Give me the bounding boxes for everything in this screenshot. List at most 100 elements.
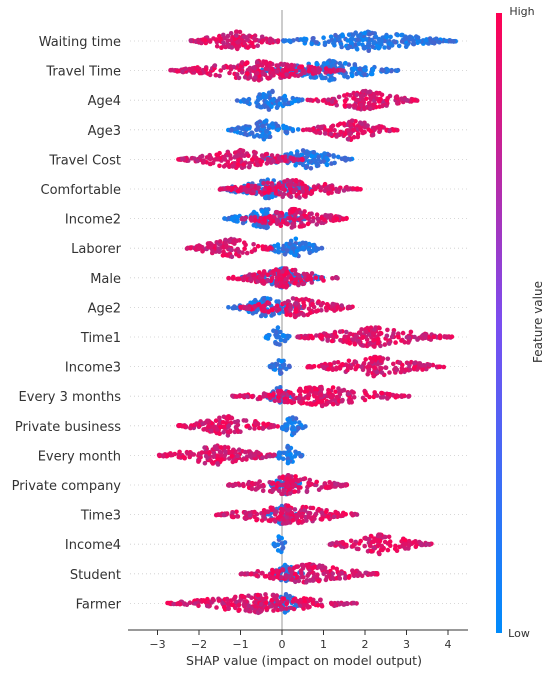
shap-point [230,510,235,516]
shap-point [375,538,381,543]
shap-point [166,600,172,606]
shap-point [355,37,360,42]
shap-point [245,37,250,42]
shap-point [358,120,363,125]
shap-point [242,274,248,280]
shap-point [227,450,233,455]
shap-point [302,36,307,42]
shap-point [340,216,346,222]
shap-point [346,391,351,397]
shap-point [243,516,248,521]
shap-point [290,415,296,420]
shap-point [302,303,307,308]
shap-point [323,402,329,407]
shap-point [314,161,320,167]
shap-point [276,249,281,254]
shap-point [226,429,232,435]
shap-point [229,453,235,459]
shap-point [264,118,269,123]
shap-point [348,40,354,45]
shap-point [270,98,276,103]
shap-point [319,517,325,522]
shap-point [297,195,302,200]
shap-point [252,420,258,426]
shap-point [242,217,248,222]
shap-point [236,602,242,608]
shap-point [214,37,219,42]
shap-point [208,244,214,249]
shap-point [266,453,272,459]
shap-point [305,150,310,156]
shap-point [275,123,281,129]
shap-point [366,90,371,95]
shap-point [290,296,296,301]
shap-point [389,334,395,340]
shap-point [252,297,258,303]
shap-point [334,541,340,546]
shap-point [305,277,310,282]
shap-point [271,268,276,274]
shap-point [287,574,292,580]
shap-point [405,98,410,103]
shap-point [313,390,319,396]
shap-point [260,244,265,249]
shap-point [184,602,190,607]
shap-point [351,390,356,395]
shap-point [377,325,382,331]
shap-point [285,476,290,482]
shap-point [287,399,293,404]
shap-point [347,131,353,137]
shap-point [276,398,282,404]
shap-point [369,71,375,77]
shap-point [310,565,316,571]
shap-point [342,61,348,66]
shap-point [364,329,369,335]
shap-point [207,450,212,455]
shap-point [217,187,223,192]
shap-point [380,103,385,109]
shap-point [255,124,261,130]
shap-point [183,66,188,72]
shap-point [371,373,377,379]
shap-point [262,270,267,275]
shap-point [287,566,293,571]
shap-point [257,119,263,124]
shap-point [218,36,223,41]
shap-point [385,547,391,553]
shap-point [424,542,430,547]
shap-point [294,477,300,483]
shap-point [198,154,203,160]
shap-point [177,601,183,607]
shap-point [270,424,275,429]
shap-point [211,425,216,431]
shap-point [263,592,268,597]
shap-point [334,102,340,108]
shap-point [298,568,304,573]
shap-point [281,487,287,493]
shap-point [304,185,309,190]
shap-point [329,77,335,82]
shap-point [379,67,385,72]
shap-point [318,597,323,603]
shap-point [344,157,349,162]
shap-point [309,154,315,159]
shap-point [336,94,342,100]
shap-point [385,356,391,362]
shap-point [226,423,232,428]
shap-point [382,539,388,545]
shap-point [339,44,345,50]
shap-point [268,505,274,511]
shap-point [289,225,295,230]
shap-point [378,547,384,552]
shap-point [180,69,185,74]
shap-point [331,153,336,158]
shap-point [325,514,331,520]
shap-point [280,219,286,225]
shap-point [280,62,286,68]
shap-point [330,123,336,129]
shap-point [263,211,268,217]
shap-point [290,517,296,523]
shap-point [443,38,449,44]
shap-point [281,126,287,131]
shap-point [264,600,269,606]
